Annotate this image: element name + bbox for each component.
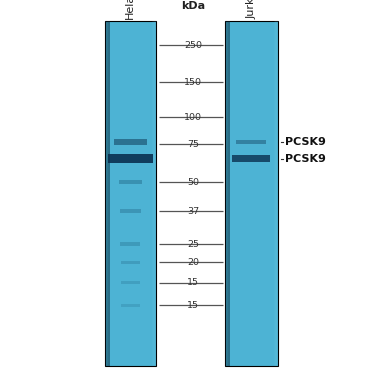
Bar <box>106 21 110 366</box>
Bar <box>121 281 140 284</box>
Bar <box>236 140 267 144</box>
Text: 150: 150 <box>184 78 202 87</box>
Bar <box>227 21 230 366</box>
Bar <box>121 304 140 307</box>
Text: Hela: Hela <box>125 0 135 19</box>
Bar <box>108 154 153 164</box>
Bar <box>232 155 270 162</box>
Text: 20: 20 <box>187 258 199 267</box>
Bar <box>276 21 278 366</box>
Bar <box>106 21 110 366</box>
Text: 75: 75 <box>187 140 199 148</box>
Text: 250: 250 <box>184 41 202 50</box>
Text: 15: 15 <box>187 278 199 287</box>
Bar <box>228 21 230 366</box>
Bar <box>275 21 278 366</box>
Bar <box>120 209 141 213</box>
Bar <box>275 21 278 366</box>
Bar <box>108 21 110 366</box>
Bar <box>107 21 110 366</box>
Text: 15: 15 <box>187 301 199 310</box>
Text: PCSK9: PCSK9 <box>285 154 326 164</box>
Text: 37: 37 <box>187 207 199 216</box>
Text: 25: 25 <box>187 240 199 249</box>
Text: Jurkat: Jurkat <box>246 0 256 19</box>
Bar <box>226 21 230 366</box>
Bar <box>105 21 110 366</box>
Bar <box>152 21 156 366</box>
Bar <box>225 21 230 366</box>
Bar <box>105 21 156 366</box>
Bar <box>274 21 278 366</box>
Bar <box>154 21 156 366</box>
Text: 100: 100 <box>184 113 202 122</box>
Bar <box>119 180 142 184</box>
Bar <box>121 261 140 264</box>
Bar <box>120 243 140 246</box>
Bar <box>225 21 278 366</box>
Bar <box>154 21 156 366</box>
Text: 50: 50 <box>187 178 199 187</box>
Bar <box>228 21 230 366</box>
Bar <box>153 21 156 366</box>
Bar <box>114 139 147 145</box>
Text: kDa: kDa <box>181 1 205 11</box>
Bar <box>226 21 230 366</box>
Bar <box>108 21 110 366</box>
Text: PCSK9: PCSK9 <box>285 137 326 147</box>
